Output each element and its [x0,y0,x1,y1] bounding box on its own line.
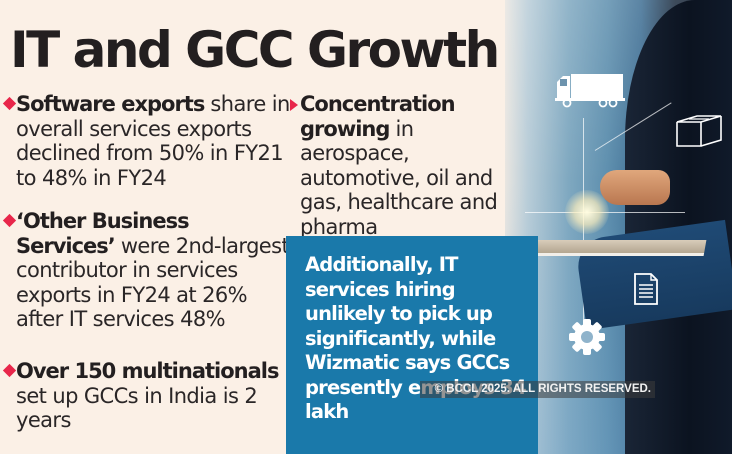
bullet-text: share in overall services exports declin… [16,92,290,190]
truck-icon [555,74,625,108]
right-column: Concentration growing in aerospace, auto… [290,92,522,239]
bullet-text: were 2nd-largest contributor in services… [16,233,290,332]
photo-tablet [533,240,707,256]
callout-box: Additionally, IT services hiring unlikel… [286,236,538,454]
document-icon [634,273,658,305]
background-photo [505,0,732,454]
bullet-text: in aerospace, automotive, oil and gas, h… [300,116,498,239]
bullet-headline: Concentration growing [300,92,456,141]
bullet-headline: Over 150 multinationals [16,359,279,383]
box-icon [676,115,722,147]
bullet-item: Software exports share in overall servic… [2,92,293,190]
gear-icon [569,319,605,355]
bullet-icon [2,96,17,111]
copyright-watermark: © BCCL 2025. ALL RIGHTS RESERVED. [420,381,655,398]
bullet-icon [2,213,17,228]
bullet-item: ‘Other Business Services’ were 2nd-large… [2,209,293,332]
bullet-icon [2,363,17,378]
bullet-headline: ‘Other Business Services’ [16,209,190,258]
bullet-headline: Software exports [16,92,205,116]
photo-glow [565,190,609,234]
bullet-icon [290,99,298,111]
bullet-item: Over 150 multinationals set up GCCs in I… [2,359,293,433]
bullet-text: set up GCCs in India is 2 years [16,383,258,433]
page-title: IT and GCC Growth [10,21,500,79]
bullet-item: Concentration growing in aerospace, auto… [290,92,522,239]
photo-hand [600,170,670,205]
